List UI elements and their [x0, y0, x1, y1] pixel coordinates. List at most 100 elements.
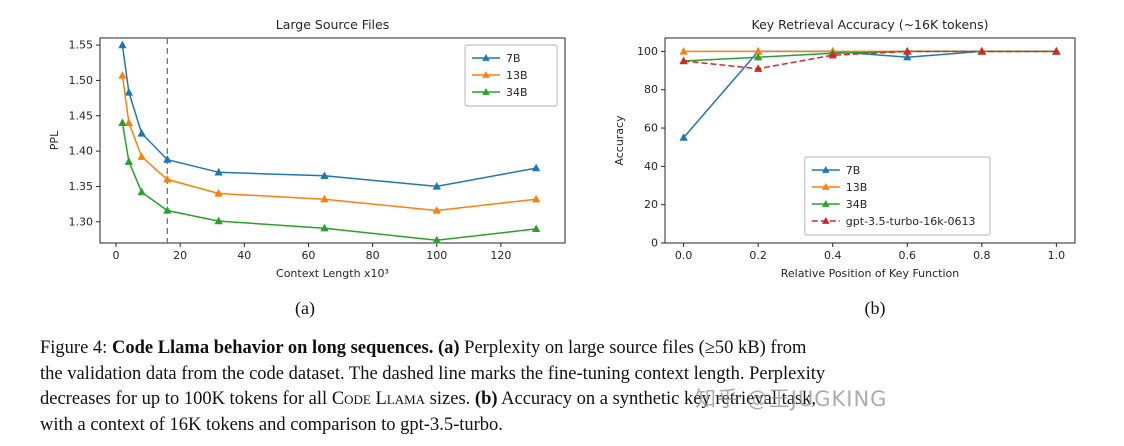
x-tick-label: 0.4: [824, 249, 842, 262]
y-tick-label: 100: [637, 45, 658, 58]
legend-marker: [822, 166, 830, 173]
data-marker: [124, 157, 134, 165]
data-marker: [163, 206, 172, 214]
y-tick-label: 60: [644, 122, 658, 135]
x-axis-label: Relative Position of Key Function: [781, 267, 960, 280]
legend-label: 7B: [506, 52, 521, 65]
caption-segment: with a context of 16K tokens and compari…: [40, 414, 503, 435]
x-tick-label: 80: [366, 249, 380, 262]
data-marker: [214, 167, 223, 176]
caption-line: decreases for up to 100K tokens for all …: [40, 387, 1106, 413]
x-tick-label: 0.8: [973, 249, 991, 262]
caption-segment: Code Llama: [331, 389, 426, 409]
y-axis-label: PPL: [48, 130, 61, 150]
data-marker: [679, 47, 688, 55]
y-tick-label: 1.35: [69, 180, 94, 193]
caption-segment: Accuracy on a synthetic key retrieval ta…: [497, 389, 817, 409]
data-marker: [214, 189, 223, 197]
legend: 7B 13B 34B gpt-3.5-turbo-16k-0613: [804, 156, 991, 236]
y-axis-label: Accuracy: [613, 115, 626, 166]
y-tick-label: 1.45: [69, 109, 94, 122]
legend-marker: [482, 54, 490, 61]
axes: 0.0 0.2 0.4 0.6 0.8 1.0 0 20 40 60 80 100 Key Retrie…: [613, 17, 1076, 280]
data-marker: [124, 118, 134, 126]
legend-label: 7B: [846, 164, 861, 177]
caption-segment: Figure 4:: [40, 338, 112, 358]
chart-title: Key Retrieval Accuracy (~16K tokens): [752, 17, 989, 32]
data-marker: [754, 64, 763, 72]
subplot-label-b: (b): [864, 298, 886, 318]
y-tick-label: 1.30: [69, 215, 94, 228]
caption-segment: (b): [474, 389, 498, 409]
x-tick-label: 0: [113, 249, 120, 262]
data-marker: [903, 47, 912, 55]
x-axis-label: Context Length x10³: [276, 267, 389, 280]
x-tick-label: 0.0: [675, 249, 693, 262]
subplot-label-a: (a): [295, 298, 315, 318]
x-tick-label: 0.2: [749, 249, 767, 262]
axes: 0 20 40 60 80 100 120 1.30 1.35 1.40 1.45 1.50 1.55 L…: [48, 17, 566, 280]
y-tick-label: 80: [644, 83, 658, 96]
data-marker: [163, 155, 172, 163]
caption-segment: the validation data from the code datase…: [40, 363, 826, 384]
data-marker: [320, 223, 329, 232]
data-marker: [679, 133, 688, 141]
data-marker: [828, 50, 837, 59]
caption-segment: decreases for up to 100K tokens for all: [40, 389, 332, 409]
caption-segment: Perplexity on large source files (≥50 kB…: [459, 338, 807, 358]
series-34B: [118, 118, 541, 244]
data-marker: [531, 224, 541, 233]
legend-marker: [482, 71, 490, 78]
chart-a-large-source-files: 0 20 40 60 80 100 120 1.30 1.35 1.40 1.45 1.50 1.55 L…: [48, 17, 566, 280]
data-marker: [320, 171, 329, 180]
data-marker: [754, 47, 763, 55]
y-tick-label: 20: [644, 198, 658, 211]
data-marker: [163, 174, 172, 183]
caption-segment: sizes.: [425, 389, 475, 409]
x-tick-label: 120: [490, 249, 511, 262]
data-marker: [1052, 47, 1061, 55]
legend-marker: [822, 217, 830, 224]
series-13B: [118, 71, 541, 214]
y-tick-label: 1.55: [69, 39, 94, 52]
data-marker: [531, 194, 541, 203]
data-marker: [432, 182, 441, 190]
y-tick-label: 40: [644, 160, 658, 173]
data-marker: [679, 56, 688, 65]
legend-label: 13B: [506, 69, 528, 82]
data-marker: [137, 187, 146, 196]
data-marker: [137, 152, 146, 160]
y-tick-label: 1.50: [69, 74, 94, 87]
legend-marker: [822, 200, 830, 207]
caption-segment: Code Llama behavior on long sequences. (…: [111, 338, 460, 358]
data-marker: [137, 129, 146, 137]
data-marker: [118, 118, 127, 126]
chart-b-key-retrieval-accuracy: 0.0 0.2 0.4 0.6 0.8 1.0 0 20 40 60 80 100 Key Retrie…: [613, 17, 1076, 280]
legend-label: gpt-3.5-turbo-16k-0613: [846, 215, 976, 228]
legend-label: 34B: [846, 198, 868, 211]
x-tick-label: 100: [426, 249, 447, 262]
data-marker: [118, 40, 127, 49]
data-marker: [214, 216, 223, 225]
legend-marker: [482, 88, 490, 95]
caption-line: the validation data from the code datase…: [40, 362, 1106, 388]
data-marker: [977, 47, 986, 55]
y-tick-label: 0: [651, 237, 658, 250]
legend-label: 13B: [846, 181, 868, 194]
series-7B: [679, 47, 1061, 141]
data-marker: [118, 71, 127, 79]
x-tick-label: 1.0: [1048, 249, 1066, 262]
data-marker: [320, 194, 329, 203]
caption-line: Figure 4: Code Llama behavior on long se…: [40, 336, 1106, 362]
data-marker: [124, 88, 134, 96]
data-marker: [754, 52, 763, 61]
series-34B: [679, 47, 1061, 65]
legend: 7B 13B 34B: [464, 44, 558, 107]
legend-label: 34B: [506, 86, 528, 99]
series-7B: [118, 40, 541, 190]
legend-marker: [822, 183, 830, 190]
x-tick-label: 40: [237, 249, 251, 262]
x-tick-label: 0.6: [899, 249, 917, 262]
figure-caption: Figure 4: Code Llama behavior on long se…: [40, 336, 1106, 438]
